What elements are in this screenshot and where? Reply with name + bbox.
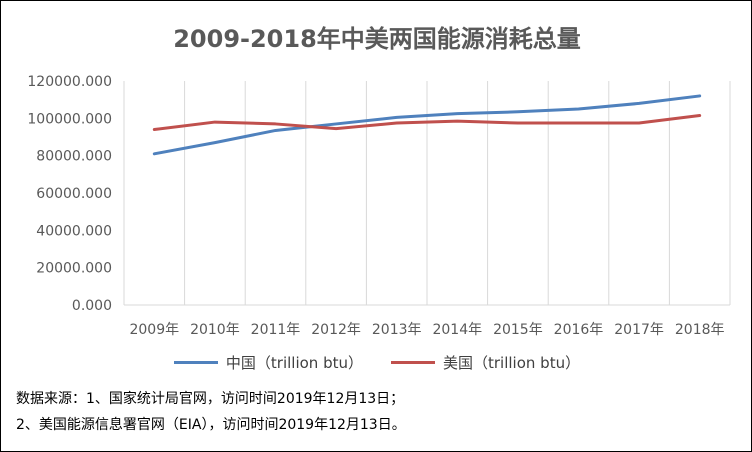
chart-title: 2009-2018年中美两国能源消耗总量: [173, 25, 581, 53]
plot-area: 0.000 20000.000 40000.000 60000.000 80000.00…: [27, 74, 731, 338]
y-tick-label: 20000.000: [36, 261, 112, 277]
legend-item-china: 中国（trillion btu）: [173, 352, 363, 373]
source-note-2: 2、美国能源信息署官网（EIA），访问时间2019年12月13日。: [16, 417, 406, 433]
x-tick-label: 2014年: [432, 322, 482, 338]
y-tick-label: 120000.000: [27, 74, 112, 90]
x-tick-label: 2018年: [675, 322, 725, 338]
x-tick-label: 2012年: [311, 322, 361, 338]
series-line-china: [152, 94, 702, 156]
x-tick-label: 2011年: [251, 322, 301, 338]
x-tick-label: 2017年: [614, 322, 664, 338]
x-tick-label: 2009年: [129, 322, 179, 338]
x-tick-label: 2013年: [372, 322, 422, 338]
y-tick-label: 0.000: [72, 298, 112, 314]
y-tick-label: 60000.000: [36, 186, 112, 202]
source-note-1: 数据来源：1、国家统计局官网，访问时间2019年12月13日；: [16, 391, 405, 407]
legend-label-china: 中国（trillion btu）: [225, 354, 363, 372]
legend: 中国（trillion btu） 美国（trillion btu）: [1, 352, 751, 373]
legend-swatch-china: [173, 361, 218, 364]
series-line-usa: [152, 114, 702, 132]
y-tick-label: 100000.000: [27, 111, 112, 127]
x-tick-label: 2015年: [493, 322, 543, 338]
x-tick-label: 2010年: [190, 322, 240, 338]
legend-label-usa: 美国（trillion btu）: [443, 354, 581, 372]
legend-swatch-usa: [391, 361, 435, 364]
x-tick-label: 2016年: [554, 322, 604, 338]
legend-item-usa: 美国（trillion btu）: [391, 352, 580, 373]
y-tick-label: 80000.000: [36, 149, 112, 165]
y-tick-label: 40000.000: [36, 223, 112, 239]
